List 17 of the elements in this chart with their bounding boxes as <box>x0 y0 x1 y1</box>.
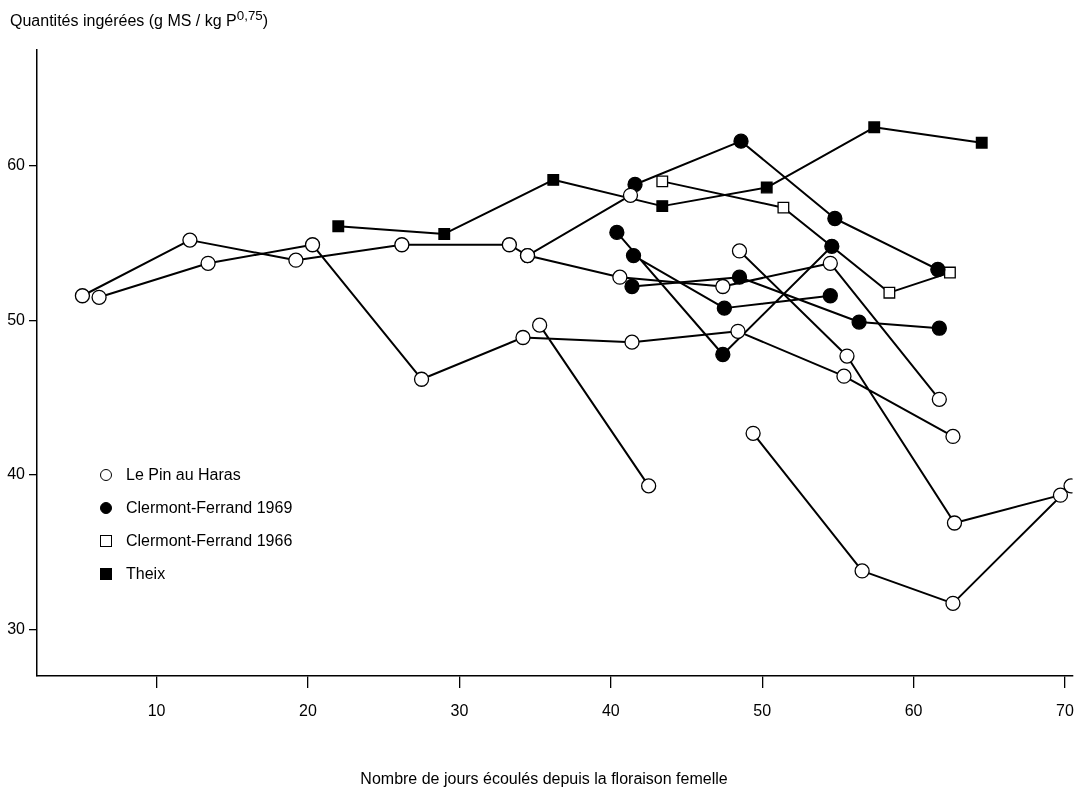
x-tick-label: 70 <box>1056 702 1074 720</box>
y-tick-label: 40 <box>7 465 26 483</box>
x-axis-title: Nombre de jours écoulés depuis la floraison femelle <box>359 770 729 788</box>
legend-label: Theix <box>126 564 166 583</box>
x-tick-label: 50 <box>753 702 772 720</box>
x-tick-label: 60 <box>904 702 923 720</box>
y-tick-label: 50 <box>7 310 26 328</box>
x-tick-label: 40 <box>601 702 620 720</box>
legend-label: Le Pin au Haras <box>126 465 241 484</box>
y-tick-label: 30 <box>7 620 26 638</box>
x-tick-label: 20 <box>299 702 317 720</box>
legend-label: Clermont-Ferrand 1969 <box>126 498 293 517</box>
y-tick-label: 60 <box>7 156 26 174</box>
x-tick-label: 10 <box>147 702 166 720</box>
legend-label: Clermont-Ferrand 1966 <box>126 531 293 550</box>
x-tick-label: 30 <box>450 702 469 720</box>
y-axis-title: Quantités ingérées (g MS / kg P$^{0,75}$) <box>10 8 269 31</box>
